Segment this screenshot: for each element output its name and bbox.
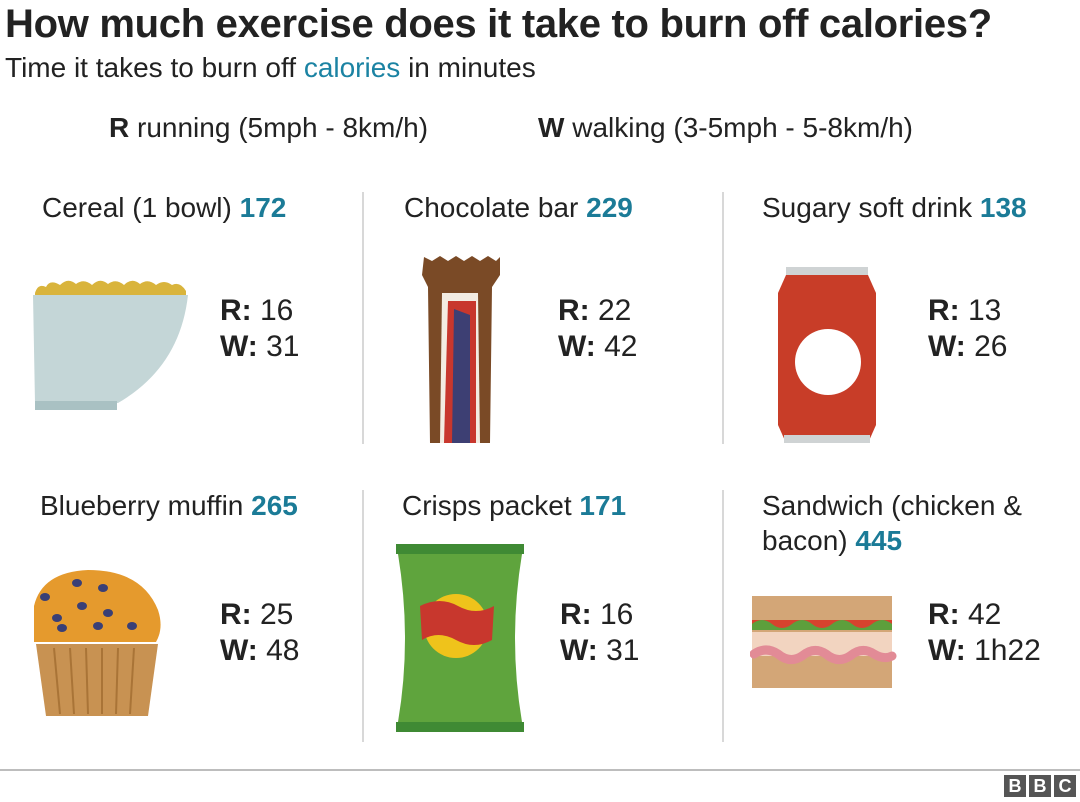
legend-running-text: running (5mph - 8km/h): [129, 112, 429, 143]
calorie-value: 172: [239, 192, 287, 223]
stats-sandwich: R: 42 W: 1h22: [928, 597, 1041, 669]
subtitle-prefix: Time it takes to burn off: [5, 52, 304, 83]
stats-soft-drink: R: 13 W: 26: [928, 293, 1007, 365]
running-minutes: R: 13: [928, 294, 1002, 327]
legend-walking-key: W: [538, 112, 565, 143]
food-label-crisps: Crisps packet 171: [402, 488, 626, 523]
calorie-value: 445: [855, 525, 903, 556]
bbc-logo-letter: B: [1004, 775, 1026, 797]
column-divider: [722, 490, 724, 742]
muffin-icon: [34, 570, 161, 716]
stats-cereal: R: 16 W: 31: [220, 293, 299, 365]
calorie-value: 171: [579, 490, 627, 521]
stats-chocolate: R: 22 W: 42: [558, 293, 637, 365]
food-label-sandwich: Sandwich (chicken & bacon) 445: [762, 488, 1042, 558]
running-minutes: R: 22: [558, 294, 632, 327]
running-minutes: R: 25: [220, 598, 294, 631]
column-divider: [722, 192, 724, 444]
sandwich-icon: [750, 596, 897, 688]
walking-minutes: W: 31: [220, 330, 300, 363]
food-label-chocolate: Chocolate bar 229: [404, 190, 633, 225]
chocolate-bar-icon: [422, 256, 500, 443]
food-label-soft-drink: Sugary soft drink 138: [762, 190, 1027, 225]
walking-minutes: W: 1h22: [928, 634, 1041, 667]
stats-muffin: R: 25 W: 48: [220, 597, 299, 669]
food-name: Cereal (1 bowl): [42, 192, 232, 223]
bbc-logo: B B C: [1004, 775, 1076, 797]
footer-divider: [0, 769, 1080, 771]
bbc-logo-letter: B: [1029, 775, 1051, 797]
food-name: Crisps packet: [402, 490, 572, 521]
running-minutes: R: 16: [560, 598, 634, 631]
food-name: Sugary soft drink: [762, 192, 973, 223]
food-name: Sandwich (chicken & bacon): [762, 490, 1022, 556]
legend-walking-text: walking (3-5mph - 5-8km/h): [564, 112, 913, 143]
food-name: Chocolate bar: [404, 192, 579, 223]
calorie-value: 138: [979, 192, 1027, 223]
chart-subtitle: Time it takes to burn off calories in mi…: [5, 52, 536, 84]
calorie-value: 265: [251, 490, 298, 521]
walking-minutes: W: 42: [558, 330, 638, 363]
calorie-value: 229: [586, 192, 633, 223]
subtitle-suffix: in minutes: [400, 52, 536, 83]
food-label-muffin: Blueberry muffin 265: [40, 488, 298, 523]
food-label-cereal: Cereal (1 bowl) 172: [42, 190, 286, 225]
walking-minutes: W: 31: [560, 634, 640, 667]
legend-walking: W walking (3-5mph - 5-8km/h): [538, 112, 913, 144]
legend-running-key: R: [109, 112, 130, 143]
crisps-packet-icon: [396, 544, 524, 732]
stats-crisps: R: 16 W: 31: [560, 597, 639, 669]
column-divider: [362, 490, 364, 742]
bbc-logo-letter: C: [1054, 775, 1076, 797]
running-minutes: R: 42: [928, 598, 1002, 631]
soft-drink-can-icon: [778, 267, 876, 443]
legend-running: R running (5mph - 8km/h): [109, 112, 428, 144]
food-name: Blueberry muffin: [40, 490, 244, 521]
running-minutes: R: 16: [220, 294, 294, 327]
walking-minutes: W: 48: [220, 634, 300, 667]
column-divider: [362, 192, 364, 444]
cereal-bowl-icon: [33, 280, 188, 410]
subtitle-highlight: calories: [303, 52, 401, 83]
chart-title: How much exercise does it take to burn o…: [5, 2, 992, 46]
walking-minutes: W: 26: [928, 330, 1008, 363]
